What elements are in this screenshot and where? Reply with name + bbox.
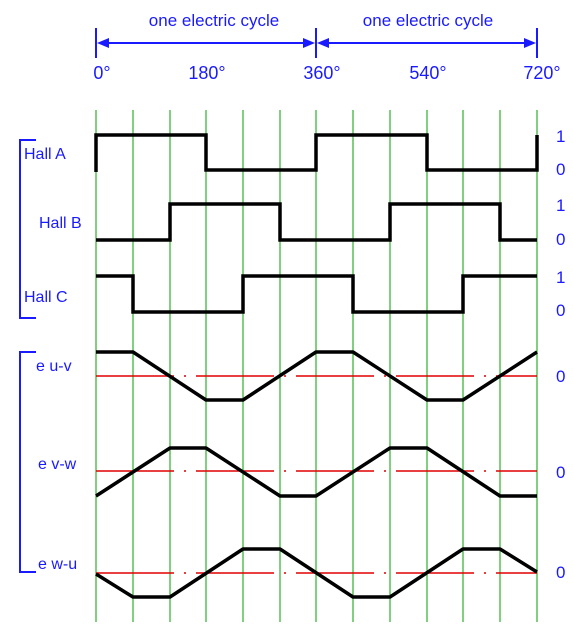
cycle-label-2: one electric cycle: [363, 11, 493, 30]
hall-b-waveform: [96, 202, 537, 242]
cycle-arrow-1-left-head: [97, 38, 109, 48]
cycle-arrows: [95, 28, 538, 58]
hall-c-waveform: [96, 274, 537, 314]
cycle-arrow-2-left-head: [317, 38, 329, 48]
e-uv-zero-label: 0: [556, 367, 565, 386]
degree-label-0: 0°: [93, 63, 110, 83]
e-wu-zero-label: 0: [556, 563, 565, 582]
hall-c-low-label: 0: [556, 301, 565, 320]
e-wu-label: e w-u: [38, 556, 77, 573]
cycle-arrow-2-right-head: [524, 38, 536, 48]
degree-label-180: 180°: [188, 63, 225, 83]
emf-waveforms: [95, 350, 538, 599]
emf-group-bracket: [19, 351, 36, 573]
e-vw-zero-label: 0: [556, 463, 565, 482]
cycle-label-1: one electric cycle: [149, 11, 279, 30]
hall-waveforms: [94, 133, 539, 314]
e-wu-waveform: [95, 547, 538, 599]
degree-label-540: 540°: [409, 63, 446, 83]
degree-label-360: 360°: [303, 63, 340, 83]
hall-a-label: Hall A: [24, 146, 66, 163]
cycle-arrow-1-right-head: [303, 38, 315, 48]
e-uv-label: e u-v: [36, 358, 72, 375]
hall-a-low-label: 0: [556, 160, 565, 179]
hall-b-low-label: 0: [556, 230, 565, 249]
hall-c-label: Hall C: [24, 289, 68, 306]
e-vw-waveform: [95, 446, 537, 498]
degree-label-720: 720°: [523, 63, 560, 83]
e-uv-waveform: [96, 350, 538, 402]
brackets: [19, 139, 36, 573]
hall-c-high-label: 1: [556, 268, 565, 287]
hall-group-bracket: [19, 139, 36, 319]
hall-a-high-label: 1: [556, 127, 565, 146]
hall-b-label: Hall B: [39, 215, 82, 232]
e-vw-label: e v-w: [38, 456, 77, 473]
hall-b-high-label: 1: [556, 196, 565, 215]
grid-lines: [95, 110, 538, 622]
hall-a-waveform: [94, 133, 539, 172]
